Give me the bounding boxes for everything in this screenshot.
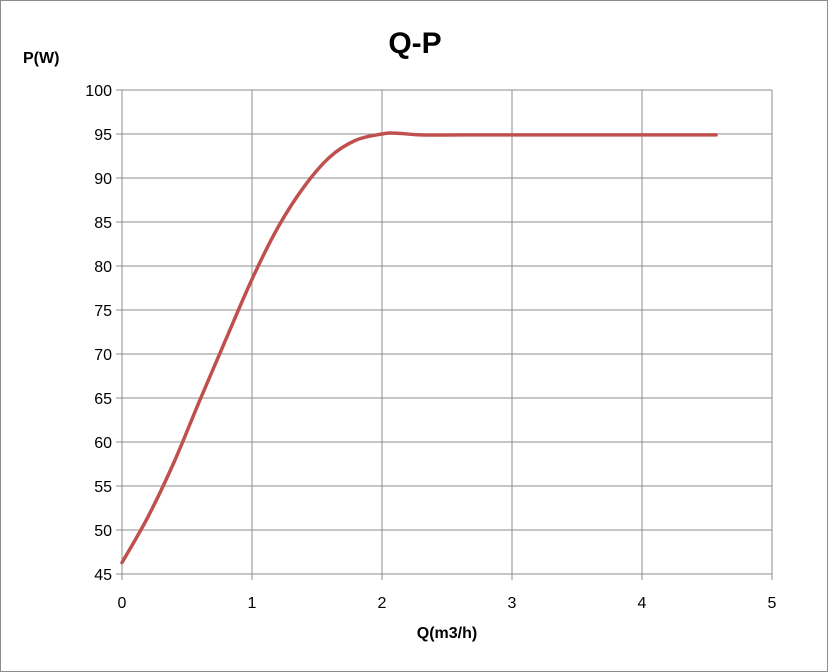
- x-tick-labels: 0 1 2 3 4 5: [118, 595, 777, 612]
- y-tick-label: 85: [94, 215, 112, 232]
- y-tick-label: 50: [94, 523, 112, 540]
- y-tick-label: 100: [85, 83, 112, 100]
- y-tick-label: 95: [94, 127, 112, 144]
- y-tick-label: 90: [94, 171, 112, 188]
- series-layer: [120, 131, 718, 565]
- y-tick-label: 70: [94, 347, 112, 364]
- y-tick-labels: 45 50 55 60 65 70 75 80 85 90 95 100: [85, 83, 112, 584]
- y-tick-label: 80: [94, 259, 112, 276]
- y-tick-label: 60: [94, 435, 112, 452]
- x-tick-label: 0: [118, 595, 127, 612]
- x-axis-label: Q(m3/h): [417, 625, 477, 642]
- x-tick-label: 4: [638, 595, 647, 612]
- x-tick-label: 2: [378, 595, 387, 612]
- y-tick-label: 45: [94, 567, 112, 584]
- chart-title: Q-P: [388, 27, 441, 60]
- series-line: [120, 131, 718, 565]
- y-tick-label: 65: [94, 391, 112, 408]
- y-tick-label: 75: [94, 303, 112, 320]
- y-tick-label: 55: [94, 479, 112, 496]
- x-tick-label: 5: [768, 595, 777, 612]
- y-axis-label: P(W): [23, 50, 59, 67]
- x-tick-label: 3: [508, 595, 517, 612]
- grid: [116, 89, 773, 580]
- x-tick-label: 1: [248, 595, 257, 612]
